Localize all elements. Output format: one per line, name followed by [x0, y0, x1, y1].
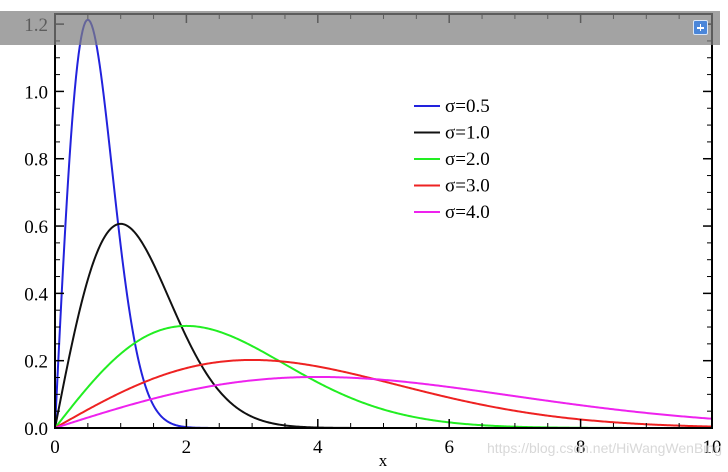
y-tick-label: 0.0: [24, 419, 48, 440]
legend-label: σ=1.0: [445, 123, 490, 144]
plus-square-icon[interactable]: [693, 20, 708, 35]
y-tick-label: 0.2: [24, 352, 48, 373]
series-line-1: [54, 18, 712, 429]
x-tick-label: 0: [50, 437, 60, 458]
legend-label: σ=3.0: [445, 176, 490, 197]
x-axis-title: x: [379, 451, 388, 470]
legend-label: σ=2.0: [445, 149, 490, 170]
series-line-4: [54, 358, 713, 429]
image-toolbar-overlay: [0, 11, 720, 45]
y-tick-label: 0.8: [24, 150, 48, 171]
legend: σ=0.5 σ=1.0 σ=2.0 σ=3.0 σ=4.0: [414, 96, 490, 223]
series-layer: [54, 18, 713, 429]
y-tick-label: 0.4: [24, 284, 48, 305]
x-tick-label: 4: [313, 437, 323, 458]
y-tick-label: 1.0: [24, 82, 48, 103]
watermark-text: https://blog.csdn.net/HiWangWenBing: [487, 440, 722, 456]
series-line-5: [54, 375, 713, 429]
series-line-3: [54, 324, 712, 429]
x-tick-label: 10: [703, 437, 722, 458]
legend-label: σ=4.0: [445, 202, 490, 223]
legend-label: σ=0.5: [445, 96, 490, 117]
x-tick-label: 2: [182, 437, 192, 458]
plot-frame: [54, 13, 713, 429]
series-line-2: [54, 222, 712, 429]
x-tick-label: 8: [576, 437, 586, 458]
x-tick-label: 6: [444, 437, 454, 458]
y-tick-label: 0.6: [24, 217, 48, 238]
